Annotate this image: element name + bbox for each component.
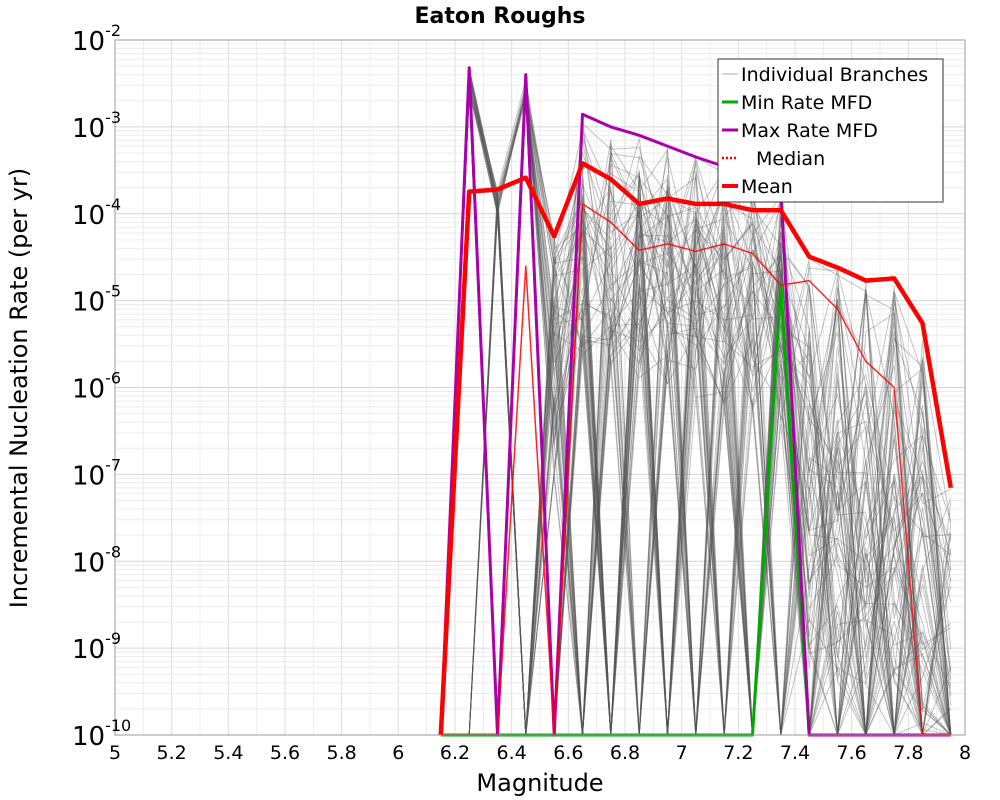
legend-item: Mean — [722, 176, 793, 198]
x-tick-label: 7.2 — [723, 742, 753, 764]
legend: Individual Branches Min Rate MFD Max Rate … — [717, 58, 944, 203]
x-tick-label: 6.2 — [440, 742, 470, 764]
y-tick-label: 10-8 — [72, 542, 121, 578]
series-line-median — [440, 203, 951, 736]
legend-item: Max Rate MFD — [722, 120, 878, 142]
x-tick-label: 5.8 — [327, 742, 357, 764]
y-tick-label: 10-3 — [72, 108, 121, 144]
y-tick-label: 10-4 — [72, 195, 121, 231]
x-tick-label: 6.6 — [553, 742, 583, 764]
y-tick-label: 10-10 — [72, 716, 131, 752]
y-tick-label: 10-9 — [72, 629, 121, 665]
x-tick-label: 8 — [959, 742, 971, 764]
legend-item: Individual Branches — [722, 64, 928, 86]
x-tick-label: 7 — [676, 742, 688, 764]
legend-label: Median — [756, 148, 825, 170]
y-tick-label: 10-5 — [72, 282, 121, 318]
series-line-mean — [438, 161, 954, 736]
legend-label: Min Rate MFD — [741, 92, 872, 114]
y-tick-label: 10-6 — [72, 369, 121, 405]
y-axis-label: Incremental Nucleation Rate (per yr) — [5, 168, 33, 608]
legend-label: Individual Branches — [741, 64, 928, 86]
x-tick-label: 5.6 — [270, 742, 300, 764]
legend-label: Max Rate MFD — [741, 120, 878, 142]
x-tick-label: 5.4 — [213, 742, 243, 764]
legend-item: Min Rate MFD — [722, 92, 872, 114]
x-tick-label: 7.6 — [837, 742, 867, 764]
x-axis-label: Magnitude — [476, 769, 603, 797]
chart-title: Eaton Roughs — [414, 4, 585, 29]
y-tick-label: 10-7 — [72, 455, 121, 491]
legend-item: Median — [722, 148, 825, 170]
legend-box — [717, 58, 944, 203]
x-tick-label: 5.2 — [157, 742, 187, 764]
x-tick-label: 6.8 — [610, 742, 640, 764]
y-tick-label: 10-2 — [72, 21, 121, 57]
x-tick-label: 6 — [392, 742, 404, 764]
y-tick-labels: 10-2 10-3 10-4 10-5 10-6 10-7 10-8 10-9 10-10 — [72, 21, 131, 752]
grid — [114, 40, 966, 736]
legend-label: Mean — [741, 176, 793, 198]
plot-frame — [114, 39, 966, 736]
x-tick-label: 7.4 — [780, 742, 810, 764]
x-tick-labels: 5 5.2 5.4 5.6 5.8 6 6.2 6.4 6.6 6.8 7 7.2 7.4 7.6 7.8 8 — [109, 742, 971, 764]
x-tick-label: 7.8 — [893, 742, 923, 764]
x-tick-label: 5 — [109, 742, 121, 764]
x-tick-label: 6.4 — [497, 742, 527, 764]
